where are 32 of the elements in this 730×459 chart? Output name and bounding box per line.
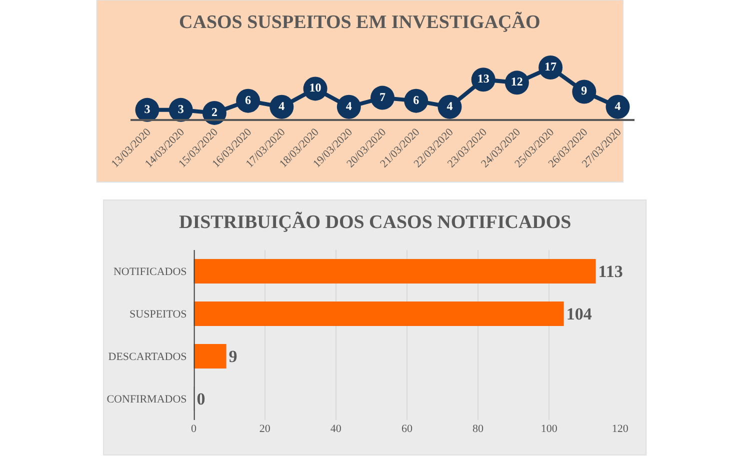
data-label: 7: [380, 90, 386, 104]
data-label: 113: [598, 262, 623, 281]
x-tick-label: 120: [612, 423, 629, 435]
data-label: 6: [245, 92, 252, 107]
data-label: 3: [144, 102, 150, 116]
data-label: 4: [446, 98, 453, 113]
y-tick-label: SUSPEITOS: [130, 308, 187, 321]
y-tick-label: NOTIFICADOS: [113, 266, 187, 278]
data-label: 2: [211, 104, 218, 119]
data-label: 13: [477, 72, 490, 86]
chart-title: CASOS SUSPEITOS EM INVESTIGAÇÃO: [179, 11, 540, 33]
data-label: 0: [196, 389, 206, 408]
y-tick-label: CONFIRMADOS: [106, 394, 187, 406]
x-tick-label: 20: [259, 423, 271, 435]
x-tick-label: 60: [401, 423, 413, 435]
data-label: 6: [413, 92, 420, 107]
data-label: 4: [278, 98, 285, 113]
data-label: 9: [228, 346, 238, 366]
data-label: 10: [309, 80, 322, 95]
data-label: 4: [346, 98, 352, 113]
x-tick-label: 80: [472, 423, 484, 435]
x-tick-label: 100: [540, 423, 558, 435]
data-label: 3: [178, 102, 184, 116]
data-label: 4: [614, 98, 621, 113]
data-label: 9: [581, 84, 588, 98]
x-tick-label: 40: [330, 423, 342, 435]
x-tick-label: 0: [191, 423, 198, 435]
data-label: 17: [544, 60, 557, 74]
chart-title: DISTRIBUIÇÃO DOS CASOS NOTIFICADOS: [179, 211, 572, 233]
y-tick-label: DESCARTADOS: [108, 351, 187, 364]
data-label: 104: [566, 304, 592, 324]
data-label: 12: [510, 74, 523, 89]
